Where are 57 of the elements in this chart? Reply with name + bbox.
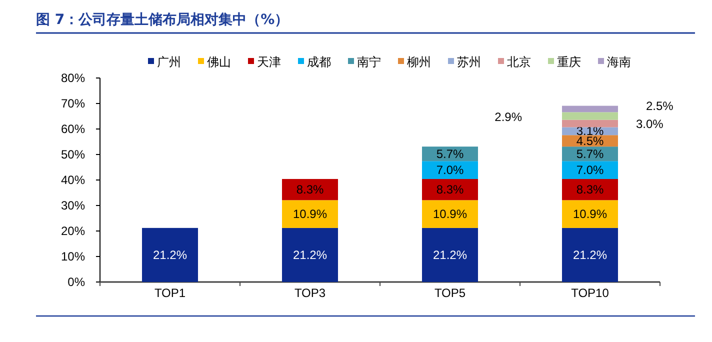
legend-label: 北京 [507, 55, 531, 69]
data-label: 4.5% [576, 134, 604, 148]
legend-label: 佛山 [207, 55, 231, 69]
bar [282, 178, 338, 200]
annotation: 3.0% [636, 117, 664, 131]
bar [142, 228, 198, 282]
data-label: 10.9% [292, 207, 328, 222]
legend-label: 重庆 [557, 55, 581, 69]
data-label: 7.0% [576, 163, 604, 178]
annotation: 2.5% [646, 99, 674, 113]
legend-label: 天津 [257, 55, 281, 69]
bar [282, 228, 338, 282]
y-tick-label: 40% [60, 172, 86, 187]
legend-label: 南宁 [357, 55, 381, 69]
x-tick-label: TOP10 [571, 286, 610, 300]
data-label: 21.2% [152, 248, 188, 262]
legend-label: 广州 [157, 55, 181, 69]
y-tick-label: 10% [60, 249, 86, 264]
y-tick-label: 80% [60, 70, 86, 85]
annotation: 2.9% [494, 110, 522, 124]
data-label: 10.9% [572, 207, 608, 222]
legend-label: 苏州 [457, 55, 481, 69]
data-label: 7.0% [436, 163, 464, 178]
legend-label: 柳州 [407, 55, 431, 69]
x-tick-label: TOP3 [294, 286, 326, 300]
data-label: 21.2% [292, 248, 328, 262]
bar [562, 112, 618, 120]
y-tick-label: 60% [60, 122, 86, 136]
data-label: 8.3% [436, 182, 464, 197]
bar [422, 161, 478, 179]
y-tick-label: 50% [60, 147, 86, 162]
data-label: 21.2% [432, 248, 468, 262]
data-label: 5.7% [576, 146, 604, 161]
data-label: 10.9% [432, 207, 468, 222]
bar [562, 120, 618, 128]
bar [422, 200, 478, 228]
chart-title: 图 7：公司存量土储布局相对集中（%） [36, 12, 289, 28]
x-tick-label: TOP1 [154, 286, 186, 300]
bar [562, 200, 618, 228]
data-label: 8.3% [576, 182, 604, 197]
bar [562, 178, 618, 200]
x-tick-label: TOP5 [434, 286, 466, 300]
data-label: 5.7% [436, 146, 464, 161]
y-tick-label: 0% [68, 274, 86, 289]
bar [562, 161, 618, 179]
bar [562, 106, 618, 112]
bar [562, 228, 618, 282]
bar [422, 178, 478, 200]
y-tick-label: 70% [60, 96, 86, 110]
legend-label: 海南 [607, 55, 631, 69]
y-tick-label: 20% [60, 224, 86, 238]
data-label: 8.3% [296, 182, 324, 197]
bar [422, 228, 478, 282]
y-tick-label: 30% [60, 198, 86, 212]
legend-label: 成都 [307, 55, 331, 69]
bar [282, 200, 338, 228]
data-label: 21.2% [572, 248, 608, 262]
